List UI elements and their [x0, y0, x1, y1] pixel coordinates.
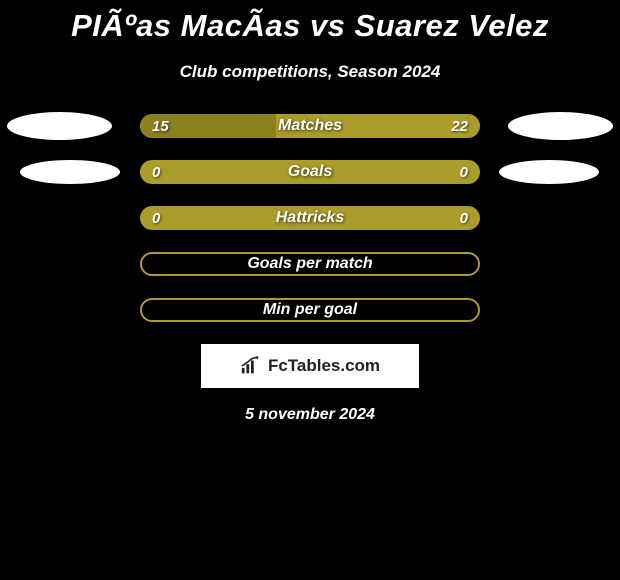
stat-bar: 15 Matches 22	[140, 114, 480, 138]
stat-bar: Goals per match	[140, 252, 480, 276]
stat-row-goals-per-match: Goals per match	[0, 252, 620, 276]
stat-row-goals: 0 Goals 0	[0, 160, 620, 184]
player-right-marker	[499, 160, 599, 184]
comparison-card: PIÃºas MacÃ­as vs Suarez Velez Club comp…	[0, 0, 620, 424]
logo-text: FcTables.com	[268, 356, 380, 376]
stat-label: Hattricks	[140, 209, 480, 227]
stat-row-matches: 15 Matches 22	[0, 114, 620, 138]
stat-bar: Min per goal	[140, 298, 480, 322]
stat-right-value: 0	[460, 164, 468, 181]
player-left-marker	[7, 112, 112, 140]
player-right-marker	[508, 112, 613, 140]
stat-right-value: 22	[451, 118, 468, 135]
subtitle: Club competitions, Season 2024	[0, 62, 620, 82]
stat-bar: 0 Hattricks 0	[140, 206, 480, 230]
player-left-marker	[20, 160, 120, 184]
stat-label: Goals per match	[142, 255, 478, 273]
stat-right-value: 0	[460, 210, 468, 227]
chart-icon	[240, 356, 262, 376]
stat-bar: 0 Goals 0	[140, 160, 480, 184]
stat-label: Matches	[140, 117, 480, 135]
fctables-logo[interactable]: FcTables.com	[201, 344, 419, 388]
date-label: 5 november 2024	[0, 406, 620, 424]
stat-label: Goals	[140, 163, 480, 181]
stat-label: Min per goal	[142, 301, 478, 319]
page-title: PIÃºas MacÃ­as vs Suarez Velez	[0, 8, 620, 44]
stat-row-min-per-goal: Min per goal	[0, 298, 620, 322]
stat-row-hattricks: 0 Hattricks 0	[0, 206, 620, 230]
stat-rows: 15 Matches 22 0 Goals 0 0 Hattricks 0	[0, 114, 620, 322]
